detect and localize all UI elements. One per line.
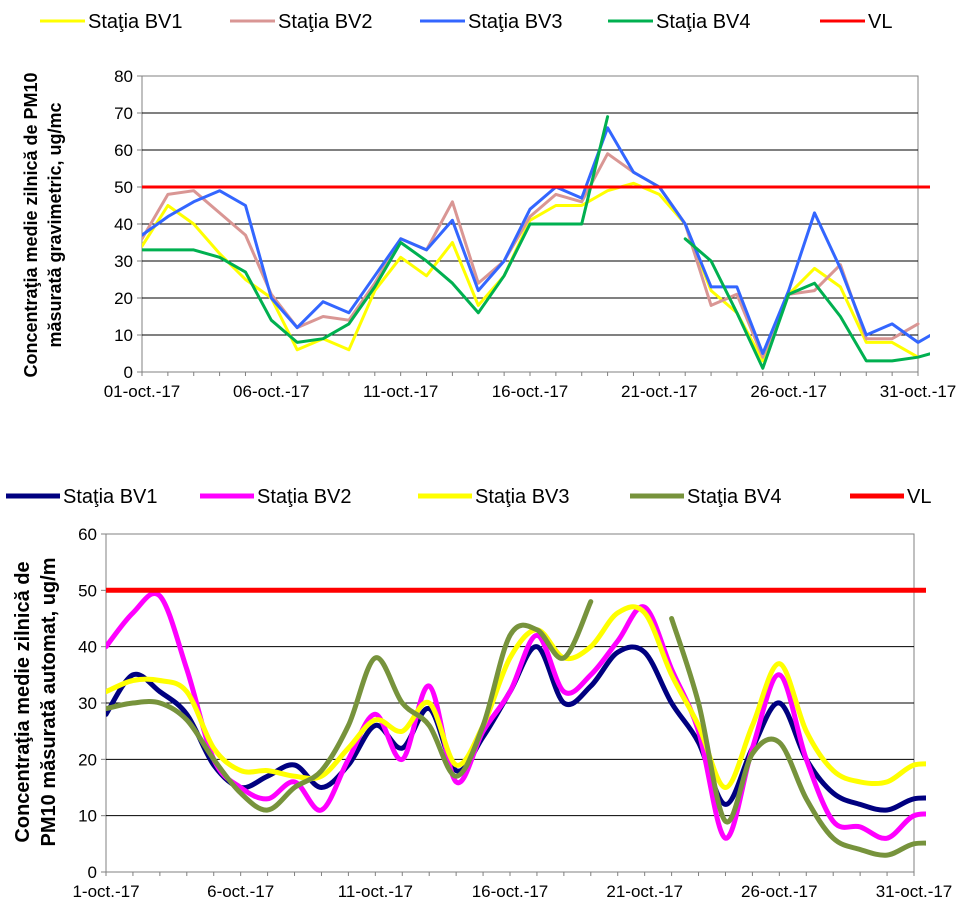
y-tick-label: 30 <box>78 694 97 713</box>
x-tick-label: 01-oct.-17 <box>104 382 181 401</box>
legend-label-vl: VL <box>907 486 931 508</box>
series-line-sta-ia-bv2 <box>106 590 926 841</box>
series-line-sta-ia-bv3 <box>106 604 926 790</box>
y-axis-title-line: măsurată gravimetric, ug/mc <box>45 102 65 347</box>
series-line-sta-ia-bv4 <box>683 237 930 370</box>
legend-label-sta-ia-bv1: Staţia BV1 <box>63 486 158 508</box>
y-tick-label: 20 <box>78 750 97 769</box>
legend-label-vl: VL <box>868 11 892 33</box>
series-group <box>142 115 930 370</box>
y-tick-label: 40 <box>78 638 97 657</box>
y-tick-label: 30 <box>114 252 133 271</box>
y-tick-label: 50 <box>114 178 133 197</box>
legend-label-sta-ia-bv1: Staţia BV1 <box>88 11 183 33</box>
y-tick-label: 10 <box>114 326 133 345</box>
y-axis-title-line: Concentraţia medie zilnică de <box>12 561 34 842</box>
x-tick-label: 11-oct.-17 <box>363 382 438 401</box>
x-tick-label: 1-oct.-17 <box>72 882 139 901</box>
x-tick-label: 6-oct.-17 <box>207 882 274 901</box>
legend-label-sta-ia-bv4: Staţia BV4 <box>687 486 782 508</box>
y-tick-label: 80 <box>114 67 133 86</box>
x-tick-label: 21-oct.-17 <box>606 882 683 901</box>
y-tick-label: 10 <box>78 807 97 826</box>
y-axis-title: Concentraţia medie zilnică de PM10 măsura… <box>21 72 65 377</box>
y-axis-title: Concentraţia medie zilnică de PM10 măsura… <box>12 558 60 847</box>
y-tick-label: 0 <box>88 863 97 882</box>
x-tick-label: 11-oct.-17 <box>338 882 413 901</box>
legend-label-sta-ia-bv3: Staţia BV3 <box>475 486 570 508</box>
x-tick-label: 06-oct.-17 <box>233 382 310 401</box>
legend-label-sta-ia-bv2: Staţia BV2 <box>278 11 373 33</box>
y-tick-label: 20 <box>114 289 133 308</box>
y-tick-label: 60 <box>114 141 133 160</box>
y-tick-label: 40 <box>114 215 133 234</box>
x-tick-label: 16-oct.-17 <box>492 382 569 401</box>
series-line-sta-ia-bv4 <box>106 599 594 813</box>
automatic-pm10-chart: 0 10 20 30 40 50 60 1-oct.-17 6-oct.-17 11-oct.-1… <box>6 486 953 901</box>
x-tick-label: 26-oct.-17 <box>741 882 818 901</box>
y-tick-label: 0 <box>124 363 133 382</box>
series-line-sta-ia-bv3 <box>142 126 930 355</box>
series-line-sta-ia-bv4 <box>669 616 926 858</box>
y-axis-title-line: Concentraţia medie zilnică de PM10 <box>21 72 41 377</box>
y-tick-label: 70 <box>114 104 133 123</box>
x-tick-label: 16-oct.-17 <box>472 882 549 901</box>
series-line-sta-ia-bv4 <box>142 115 610 344</box>
x-tick-label: 31-oct.-17 <box>880 382 957 401</box>
x-tick-label: 21-oct.-17 <box>621 382 698 401</box>
x-tick-label: 26-oct.-17 <box>750 382 827 401</box>
y-tick-label: 60 <box>78 525 97 544</box>
legend-label-sta-ia-bv3: Staţia BV3 <box>468 11 563 33</box>
legend-label-sta-ia-bv2: Staţia BV2 <box>257 486 352 508</box>
x-tick-label: 31-oct.-17 <box>876 882 953 901</box>
y-tick-label: 50 <box>78 581 97 600</box>
gravimetric-pm10-chart: 0 10 20 30 40 50 60 70 80 01-oct.-17 06-oct.-17 11-… <box>21 11 957 401</box>
legend-label-sta-ia-bv4: Staţia BV4 <box>656 11 751 33</box>
series-group <box>106 587 926 858</box>
y-axis-title-line: PM10 măsurată automat, ug/m <box>38 558 60 847</box>
